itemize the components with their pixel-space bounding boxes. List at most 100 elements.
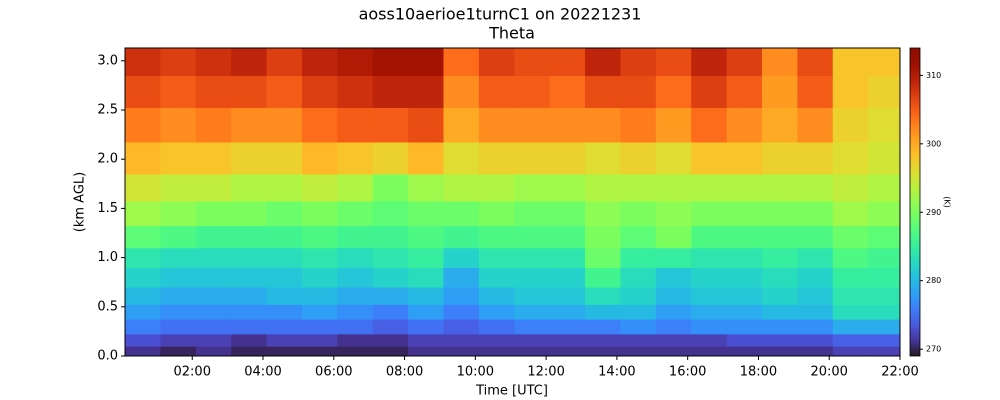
- heatmap-cell: [726, 247, 763, 268]
- heatmap-cell: [726, 201, 763, 227]
- y-tick-label: 0.5: [97, 299, 118, 314]
- heatmap-cell: [231, 333, 268, 347]
- heatmap-cell: [195, 141, 232, 175]
- heatmap-cell: [585, 225, 621, 249]
- heatmap-cell: [655, 107, 692, 143]
- heatmap-cell: [691, 346, 728, 357]
- heatmap-cell: [620, 247, 657, 268]
- heatmap-cell: [372, 267, 409, 288]
- heatmap-cell: [408, 225, 444, 249]
- heatmap-cell: [655, 247, 692, 268]
- heatmap-cell: [195, 48, 232, 77]
- heatmap-cell: [620, 319, 657, 335]
- heatmap-cell: [761, 247, 798, 268]
- heatmap-cell: [301, 346, 338, 357]
- heatmap-cell: [443, 201, 480, 227]
- heatmap-cell: [726, 319, 763, 335]
- heatmap-cell: [797, 173, 834, 202]
- heatmap-cell: [726, 287, 763, 305]
- heatmap-cell: [585, 201, 621, 227]
- heatmap-cell: [231, 346, 268, 357]
- plot-frame: [124, 47, 901, 357]
- heatmap-cell: [655, 304, 692, 320]
- heatmap-cell: [514, 173, 551, 202]
- heatmap-cell: [797, 304, 834, 320]
- heatmap-cell: [620, 75, 657, 109]
- heatmap-cell: [337, 48, 374, 77]
- colorbar-tick-label: 310: [926, 71, 941, 80]
- heatmap-cell: [832, 267, 869, 288]
- heatmap-cell: [549, 319, 586, 335]
- heatmap-cell: [620, 48, 657, 77]
- x-tick-label: 08:00: [386, 365, 423, 380]
- heatmap-cell: [125, 304, 161, 320]
- heatmap-cell: [160, 75, 197, 109]
- heatmap-cell: [195, 107, 232, 143]
- heatmap-cell: [443, 141, 480, 175]
- heatmap-cell: [231, 48, 268, 77]
- heatmap-cell: [655, 333, 692, 347]
- heatmap-cell: [266, 173, 303, 202]
- heatmap-cell: [125, 48, 161, 77]
- heatmap-cell: [231, 319, 268, 335]
- heatmap-cell: [761, 201, 798, 227]
- heatmap-cell: [868, 287, 901, 305]
- heatmap-cell: [160, 201, 197, 227]
- colorbar-label: (K): [943, 196, 952, 208]
- heatmap-cell: [372, 287, 409, 305]
- heatmap-cell: [691, 333, 728, 347]
- heatmap-cell: [514, 75, 551, 109]
- heatmap-cell: [266, 48, 303, 77]
- heatmap-cell: [337, 247, 374, 268]
- heatmap-cell: [337, 201, 374, 227]
- heatmap-cell: [443, 107, 480, 143]
- heatmap-cell: [160, 48, 197, 77]
- heatmap-cell: [549, 304, 586, 320]
- heatmap-cell: [231, 141, 268, 175]
- heatmap-cell: [231, 225, 268, 249]
- heatmap-cell: [585, 267, 621, 288]
- heatmap-cell: [691, 247, 728, 268]
- heatmap-cell: [443, 287, 480, 305]
- heatmap-cell: [337, 346, 374, 357]
- heatmap-cell: [478, 346, 515, 357]
- heatmap-cell: [443, 247, 480, 268]
- heatmap-cell: [726, 75, 763, 109]
- heatmap-cell: [301, 173, 338, 202]
- heatmap-cell: [301, 304, 338, 320]
- heatmap-cell: [832, 319, 869, 335]
- heatmap-cell: [408, 107, 444, 143]
- heatmap-cell: [408, 346, 444, 357]
- heatmap-cell: [549, 48, 586, 77]
- heatmap-cell: [655, 287, 692, 305]
- heatmap-cell: [514, 225, 551, 249]
- heatmap-cell: [443, 346, 480, 357]
- heatmap-cell: [231, 304, 268, 320]
- heatmap-cell: [655, 75, 692, 109]
- heatmap-cell: [337, 75, 374, 109]
- heatmap-cell: [620, 267, 657, 288]
- heatmap-cell: [761, 319, 798, 335]
- heatmap-cell: [549, 201, 586, 227]
- heatmap-cell: [231, 107, 268, 143]
- y-tick-label: 1.0: [97, 250, 118, 265]
- heatmap-cell: [726, 333, 763, 347]
- heatmap-cell: [478, 141, 515, 175]
- heatmap-cell: [408, 173, 444, 202]
- heatmap-cell: [443, 48, 480, 77]
- colorbar-tick-label: 300: [926, 139, 941, 148]
- heatmap-cell: [443, 319, 480, 335]
- heatmap-cell: [125, 267, 161, 288]
- heatmap-cell: [125, 225, 161, 249]
- heatmap-cell: [514, 201, 551, 227]
- heatmap-cell: [620, 201, 657, 227]
- heatmap-cell: [301, 267, 338, 288]
- heatmap-cell: [478, 333, 515, 347]
- heatmap-cell: [797, 48, 834, 77]
- heatmap-cell: [691, 225, 728, 249]
- heatmap-cell: [301, 225, 338, 249]
- heatmap-cell: [514, 304, 551, 320]
- heatmap-cell: [408, 319, 444, 335]
- heatmap-cell: [797, 75, 834, 109]
- heatmap-cell: [761, 304, 798, 320]
